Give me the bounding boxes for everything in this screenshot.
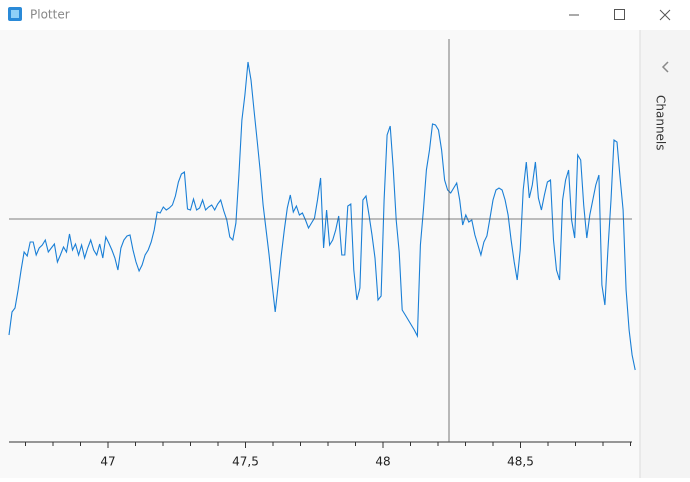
x-tick-label: 48,5 <box>507 455 534 469</box>
series-line <box>8 61 636 371</box>
maximize-button[interactable] <box>614 9 625 20</box>
app-icon <box>8 7 22 21</box>
close-button[interactable] <box>659 9 671 21</box>
x-tick-label: 48 <box>375 455 390 469</box>
plot-area <box>0 30 640 478</box>
x-tick-label: 47 <box>100 455 115 469</box>
title-bar <box>0 0 690 30</box>
panel-label[interactable]: Channels <box>654 95 668 151</box>
window-title: Plotter <box>30 8 70 22</box>
chart: 47 47,5 48 48,5 <box>8 39 636 469</box>
x-tick-label: 47,5 <box>232 455 259 469</box>
collapse-button[interactable] <box>661 61 669 73</box>
side-panel <box>640 30 690 478</box>
